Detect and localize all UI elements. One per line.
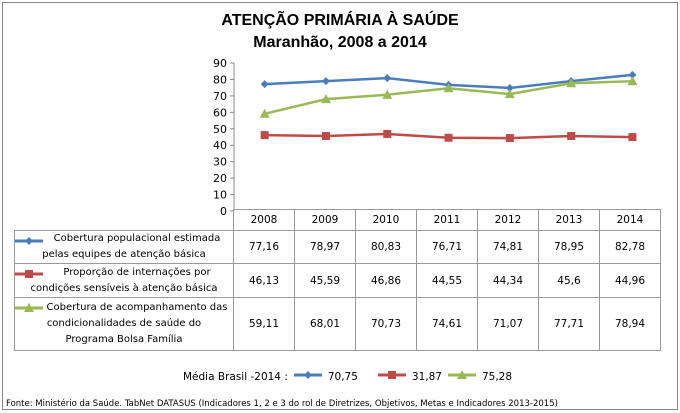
- data-point-diamond: [628, 70, 637, 79]
- data-point-triangle: [504, 89, 515, 99]
- table-row: Proporção de internações por condições se…: [14, 263, 661, 298]
- row-label-line: pelas equipes de atenção básica: [42, 249, 206, 260]
- table-cell: 71,07: [477, 297, 539, 351]
- data-point-diamond: [321, 77, 330, 86]
- marker-shape: [24, 303, 34, 312]
- marker-shape: [25, 237, 33, 245]
- data-point-triangle: [627, 76, 638, 86]
- table-cell: 78,94: [599, 297, 661, 351]
- row-label: Proporção de internações por condições se…: [14, 263, 234, 298]
- row-label-line: Cobertura de acompanhamento das: [46, 302, 228, 313]
- year-header: 2011: [416, 209, 478, 231]
- row-marker-triangle-icon: [15, 303, 43, 312]
- table-cell: 78,95: [538, 230, 600, 264]
- legend-marker: [456, 370, 467, 379]
- year-header: 2014: [599, 209, 661, 231]
- table-cell: 68,01: [294, 297, 356, 351]
- legend-value: 70,75: [327, 370, 358, 383]
- source-note: Fonte: Ministério da Saúde. TabNet DATAS…: [6, 399, 558, 409]
- table-row: Cobertura de acompanhamento das condicion…: [14, 297, 661, 351]
- row-label-line: Proporção de internações por: [63, 266, 211, 278]
- table-cell: 74,61: [416, 297, 478, 351]
- data-point-diamond: [505, 83, 514, 92]
- empty-cell: [14, 209, 234, 231]
- data-point-square: [567, 132, 576, 141]
- y-tick-label: 50: [213, 123, 227, 136]
- table-cell: 82,78: [599, 230, 661, 264]
- y-tick-label: 80: [213, 73, 227, 86]
- legend-marker: [303, 371, 312, 379]
- data-table: 2008 2009 2010 2011 2012 2013 2014 Cobertura po…: [14, 209, 661, 351]
- row-marker-diamond-icon: [15, 237, 43, 245]
- legend-value: 31,87: [411, 370, 442, 383]
- table-cell: 44,34: [477, 263, 539, 298]
- data-point-square: [321, 132, 330, 141]
- row-label: Cobertura populacional estimada pelas equ…: [14, 230, 234, 264]
- table-row: Cobertura populacional estimada pelas equ…: [14, 230, 661, 264]
- year-header: 2012: [477, 209, 539, 231]
- legend-marker-square-icon: [377, 369, 406, 384]
- y-tick-label: 10: [213, 189, 227, 202]
- y-tick-label: 70: [213, 90, 227, 103]
- table-cell: 45,59: [294, 263, 356, 298]
- row-marker-square-icon: [15, 270, 43, 278]
- data-point-square: [444, 133, 453, 142]
- y-tick-label: 90: [213, 57, 227, 70]
- data-point-square: [628, 133, 637, 142]
- table-cell: 77,71: [538, 297, 600, 351]
- row-label-line: condicionalidades de saúde do: [46, 318, 202, 329]
- legend-marker-triangle-icon: [447, 369, 476, 384]
- data-point-triangle: [443, 83, 454, 93]
- table-cell: 46,13: [233, 263, 295, 298]
- data-point-triangle: [566, 78, 577, 88]
- legend-marker-diamond-icon: [293, 369, 322, 384]
- chart-title: ATENÇÃO PRIMÁRIA À SAÚDE: [221, 12, 459, 29]
- y-tick-label: 20: [213, 172, 227, 185]
- data-point-triangle: [320, 94, 331, 104]
- table-cell: 45,6: [538, 263, 600, 298]
- data-point-diamond: [260, 80, 269, 89]
- row-label-line: condições sensíveis à atenção básica: [30, 282, 218, 294]
- header-row: 2008 2009 2010 2011 2012 2013 2014: [14, 209, 661, 231]
- table-cell: 74,81: [477, 230, 539, 264]
- data-point-square: [260, 131, 269, 140]
- y-tick-label: 40: [213, 139, 227, 152]
- data-point-triangle: [259, 108, 270, 118]
- row-label-line: Programa Bolsa Família: [65, 334, 183, 345]
- legend-value: 75,28: [481, 370, 513, 383]
- year-header: 2008: [233, 209, 295, 231]
- data-point-square: [383, 129, 392, 138]
- data-point-triangle: [382, 89, 393, 99]
- table-cell: 80,83: [355, 230, 417, 264]
- row-label-line: Cobertura populacional estimada: [53, 233, 221, 244]
- table-cell: 70,73: [355, 297, 417, 351]
- table-cell: 44,96: [599, 263, 661, 298]
- table-cell: 76,71: [416, 230, 478, 264]
- table-cell: 59,11: [233, 297, 295, 351]
- table-cell: 78,97: [294, 230, 356, 264]
- legend-label: Média Brasil -2014 :: [183, 370, 288, 383]
- year-header: 2009: [294, 209, 356, 231]
- data-point-square: [505, 134, 514, 143]
- y-tick-label: 60: [213, 106, 227, 119]
- table-cell: 44,55: [416, 263, 478, 298]
- table-cell: 77,16: [233, 230, 295, 264]
- year-header: 2013: [538, 209, 600, 231]
- chart-subtitle: Maranhão, 2008 a 2014: [253, 34, 427, 51]
- data-point-diamond: [383, 74, 392, 83]
- legend-marker: [387, 371, 396, 379]
- legend: Média Brasil -2014 : 70,75 31,87 75,28: [183, 369, 512, 384]
- row-label: Cobertura de acompanhamento das condicion…: [14, 297, 234, 351]
- year-header: 2010: [355, 209, 417, 231]
- marker-shape: [25, 270, 33, 278]
- table-cell: 46,86: [355, 263, 417, 298]
- y-tick-label: 30: [213, 156, 227, 169]
